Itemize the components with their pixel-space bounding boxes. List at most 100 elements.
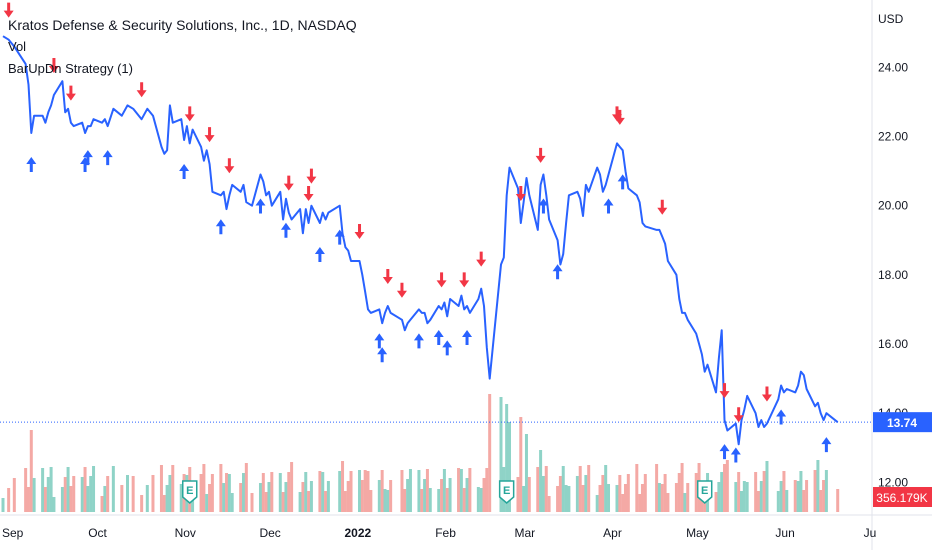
sell-signal-arrow: [354, 224, 365, 239]
buy-arrow-shape: [538, 198, 549, 214]
volume-bar: [162, 495, 166, 512]
volume-bar: [482, 478, 486, 512]
volume-bar: [86, 486, 90, 512]
volume-bar: [796, 481, 800, 512]
volume-bar: [745, 482, 749, 512]
volume-bar: [742, 481, 746, 512]
volume-bar: [479, 488, 483, 512]
buy-arrow-shape: [102, 150, 113, 166]
sell-arrow-shape: [396, 282, 407, 298]
volume-bar: [457, 468, 461, 512]
volume-bar: [623, 484, 627, 512]
volume-bar: [516, 477, 520, 512]
volume-bar: [366, 471, 370, 512]
x-tick-label: Feb: [435, 526, 456, 540]
sell-signal-arrow: [535, 147, 546, 163]
volume-bar: [655, 464, 659, 512]
sell-arrow-shape: [733, 407, 744, 423]
volume-bar: [131, 476, 135, 512]
sell-arrow-shape: [204, 127, 215, 143]
buy-arrow-shape: [730, 447, 741, 463]
buy-signal-arrow: [462, 329, 473, 345]
volume-bar: [92, 466, 96, 512]
volume-bar: [41, 468, 45, 512]
volume-bar: [598, 485, 602, 512]
buy-signal-arrow: [179, 163, 190, 179]
volume-bar: [638, 494, 642, 512]
volume-bar: [383, 489, 387, 512]
volume-bar: [660, 484, 664, 512]
volume-bar: [270, 472, 274, 512]
buy-arrow-shape: [334, 229, 345, 245]
volume-bar: [423, 479, 427, 512]
y-tick-label: 20.00: [878, 199, 908, 213]
volume-bar: [120, 485, 124, 512]
buy-signal-arrow: [776, 409, 787, 425]
volume-bar: [171, 465, 175, 512]
sell-arrow-shape: [515, 185, 526, 201]
volume-bar: [793, 480, 797, 512]
sell-arrow-shape: [303, 185, 314, 201]
legend-strategy[interactable]: BarUpDn Strategy (1): [8, 61, 133, 76]
volume-bar: [578, 466, 582, 512]
volume-bar: [779, 481, 783, 512]
volume-bar: [782, 471, 786, 512]
sell-signal-arrow: [3, 2, 14, 18]
volume-bar: [32, 478, 36, 512]
volume-bar: [106, 476, 110, 512]
y-tick-label: 12.00: [878, 475, 908, 489]
volume-bar: [564, 485, 568, 512]
volume-bar: [72, 476, 76, 512]
volume-bar: [420, 489, 424, 512]
volume-bar: [125, 475, 129, 512]
volume-bar: [145, 485, 149, 512]
buy-signal-arrow: [730, 447, 741, 463]
currency-label: USD: [878, 12, 904, 26]
x-tick-label: Dec: [259, 526, 280, 540]
volume-bar: [179, 484, 183, 512]
sell-signal-arrow: [283, 175, 294, 191]
volume-bar: [360, 480, 364, 512]
earnings-marker: E: [498, 480, 515, 504]
buy-arrow-shape: [255, 198, 266, 214]
volume-bar: [230, 493, 234, 512]
volume-bar: [824, 470, 828, 512]
x-tick-label: Mar: [514, 526, 535, 540]
volume-bar: [541, 476, 545, 512]
volume-bar: [100, 496, 104, 512]
legend-vol[interactable]: Vol: [8, 39, 27, 54]
volume-bar: [284, 482, 288, 512]
buy-signal-arrow: [255, 198, 266, 214]
volume-bar: [140, 495, 144, 512]
volume-bar: [309, 481, 313, 512]
volume-bar: [680, 463, 684, 512]
sell-signal-arrow: [136, 82, 147, 98]
earnings-marker: E: [696, 480, 713, 504]
sell-signal-arrow: [65, 85, 76, 101]
volume-bar: [400, 470, 404, 512]
volume-bar: [445, 488, 449, 512]
volume-bar: [69, 486, 73, 512]
volume-bar: [298, 492, 302, 512]
sell-arrow-shape: [657, 199, 668, 215]
sell-signal-arrow: [614, 109, 625, 125]
volume-bar: [765, 461, 769, 512]
volume-bar: [505, 404, 509, 512]
volume-bar: [168, 475, 172, 512]
volume-bar: [403, 489, 407, 512]
sell-signal-arrow: [382, 268, 393, 284]
volume-bar: [219, 464, 223, 512]
volume-bar: [318, 471, 322, 512]
volume-bar: [440, 479, 444, 512]
sell-arrow-shape: [306, 168, 317, 184]
volume-bar: [558, 476, 562, 512]
volume-bar: [663, 474, 667, 512]
volume-bar: [740, 491, 744, 512]
volume-bar: [261, 473, 265, 512]
volume-bar: [799, 471, 803, 512]
buy-arrow-shape: [314, 246, 325, 262]
sell-arrow-shape: [476, 251, 487, 267]
price-line: [2, 35, 839, 446]
volume-bar: [52, 497, 56, 512]
